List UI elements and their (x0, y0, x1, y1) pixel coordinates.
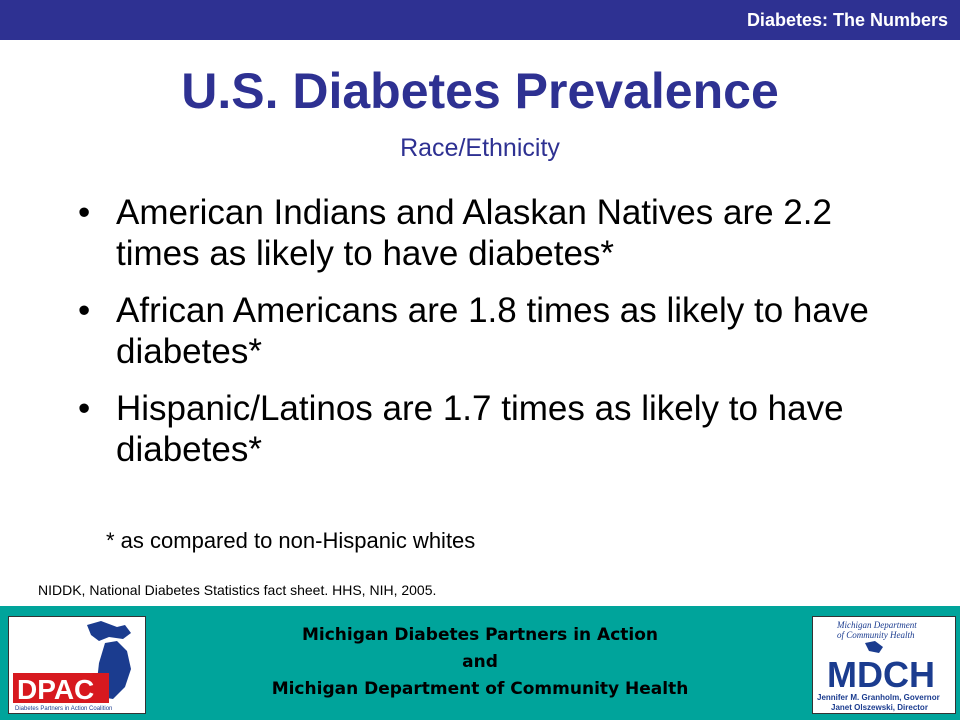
bullet-dot-icon: • (78, 389, 91, 428)
mdch-header-line-2: of Community Health (837, 630, 915, 640)
section-title: Diabetes: The Numbers (746, 10, 948, 30)
slide-title: U.S. Diabetes Prevalence (181, 63, 779, 119)
mdch-logo-text: MDCH (827, 654, 935, 695)
bullet-dot-icon: • (78, 193, 91, 232)
mdch-header-line-1: Michigan Department (836, 620, 917, 630)
mdch-caption-line-2: Janet Olszewski, Director (831, 703, 928, 712)
slide-subtitle: Race/Ethnicity (400, 134, 560, 162)
footer-line-1: Michigan Diabetes Partners in Action (301, 625, 659, 645)
footer-line-3: Michigan Department of Community Health (271, 679, 689, 699)
footer-bar: DPAC Diabetes Partners in Action Coaliti… (0, 606, 960, 720)
bullet-item: • American Indians and Alaskan Natives a… (78, 192, 908, 274)
michigan-map-icon (865, 641, 883, 653)
bullet-list: • American Indians and Alaskan Natives a… (78, 192, 908, 486)
dpac-logo: DPAC Diabetes Partners in Action Coaliti… (8, 616, 146, 714)
footnote: * as compared to non-Hispanic whites (106, 528, 476, 553)
bullet-dot-icon: • (78, 291, 91, 330)
mdch-logo-graphic: Michigan Department of Community Health … (813, 617, 955, 713)
header-bar: Diabetes: The Numbers (0, 0, 960, 40)
bullet-text: Hispanic/Latinos are 1.7 times as likely… (116, 389, 844, 469)
bullet-item: • African Americans are 1.8 times as lik… (78, 290, 908, 372)
bullet-text: African Americans are 1.8 times as likel… (116, 291, 869, 371)
dpac-logo-tagline: Diabetes Partners in Action Coalition (15, 706, 112, 712)
source-citation: NIDDK, National Diabetes Statistics fact… (38, 582, 437, 598)
mdch-caption-line-1: Jennifer M. Granholm, Governor (817, 693, 940, 702)
bullet-item: • Hispanic/Latinos are 1.7 times as like… (78, 388, 908, 470)
bullet-text: American Indians and Alaskan Natives are… (116, 193, 832, 273)
footer-line-2: and (462, 652, 498, 672)
michigan-upper-peninsula-icon (87, 621, 131, 641)
mdch-logo: Michigan Department of Community Health … (812, 616, 956, 714)
dpac-logo-text: DPAC (17, 674, 94, 705)
dpac-logo-graphic: DPAC Diabetes Partners in Action Coaliti… (9, 617, 145, 713)
footer-text: Michigan Diabetes Partners in Action and… (200, 622, 760, 703)
